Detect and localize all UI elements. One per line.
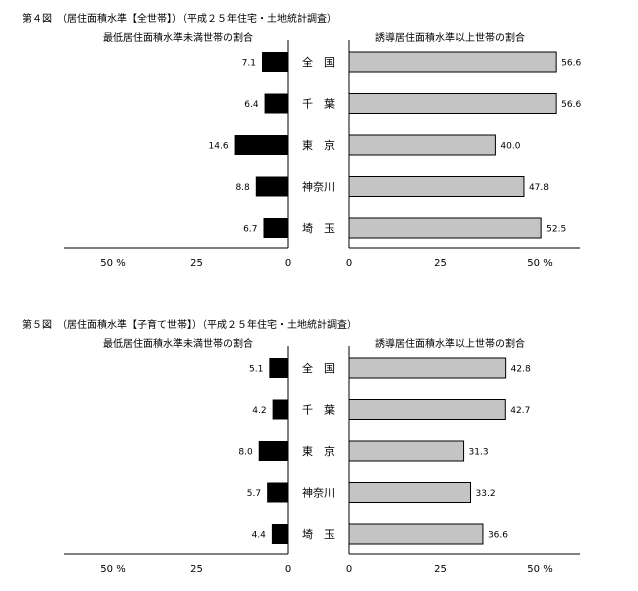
left-bar xyxy=(264,93,288,114)
right-value-label: 42.7 xyxy=(510,406,530,416)
right-value-label: 33.2 xyxy=(476,489,496,499)
right-bar xyxy=(348,357,507,379)
left-bar xyxy=(262,52,288,72)
left-bar xyxy=(271,524,288,544)
figure-4-title: 第４図 （居住面積水準【全世帯】）（平成２５年住宅・土地統計調査） xyxy=(22,14,337,25)
right-bar xyxy=(348,51,557,73)
right-bar xyxy=(348,482,472,503)
figure-4-left-title: 最低居住面積水準未満世帯の割合 xyxy=(103,33,253,44)
right-value-label: 56.6 xyxy=(561,59,581,69)
left-value-label: 8.8 xyxy=(235,183,250,193)
right-tick-label: 50 % xyxy=(527,258,552,269)
left-value-label: 7.1 xyxy=(242,59,256,69)
right-value-label: 36.6 xyxy=(488,531,508,541)
right-value-label: 40.0 xyxy=(500,142,520,152)
category-label: 千 葉 xyxy=(302,97,335,111)
category-label: 神奈川 xyxy=(302,486,335,500)
category-label: 埼 玉 xyxy=(302,527,335,541)
right-tick-label: 0 xyxy=(346,564,352,575)
figure-5: 第５図 （居住面積水準【子育て世帯】）（平成２５年住宅・土地統計調査） 最低居住… xyxy=(0,316,638,586)
right-bar xyxy=(348,523,484,545)
right-tick-label: 50 % xyxy=(527,564,552,575)
right-tick-label: 25 xyxy=(434,258,447,269)
right-bar xyxy=(348,176,525,197)
left-bar xyxy=(255,176,288,197)
left-value-label: 14.6 xyxy=(209,142,229,152)
category-label: 千 葉 xyxy=(302,403,335,417)
left-value-label: 6.4 xyxy=(244,100,259,110)
right-value-label: 31.3 xyxy=(469,448,489,458)
left-value-label: 4.4 xyxy=(252,531,267,541)
category-label: 埼 玉 xyxy=(302,221,335,235)
right-value-label: 42.8 xyxy=(511,365,531,375)
right-bar xyxy=(348,93,557,114)
category-label: 東 京 xyxy=(302,444,335,458)
category-label: 全 国 xyxy=(302,361,335,375)
left-value-label: 5.1 xyxy=(249,365,263,375)
right-tick-label: 0 xyxy=(346,258,352,269)
category-label: 東 京 xyxy=(302,138,335,152)
left-bar xyxy=(267,482,288,503)
right-bar xyxy=(348,440,465,462)
figure-5-right-title: 誘導居住面積水準以上世帯の割合 xyxy=(375,339,525,350)
figure-4-right-title: 誘導居住面積水準以上世帯の割合 xyxy=(375,33,525,44)
right-value-label: 52.5 xyxy=(546,225,566,235)
right-value-label: 47.8 xyxy=(529,183,549,193)
category-label: 全 国 xyxy=(302,55,335,69)
right-bar xyxy=(348,399,506,420)
left-value-label: 6.7 xyxy=(243,225,257,235)
left-bar xyxy=(269,358,288,378)
right-value-label: 56.6 xyxy=(561,100,581,110)
left-tick-label: 25 xyxy=(190,564,203,575)
figure-5-left-title: 最低居住面積水準未満世帯の割合 xyxy=(103,339,253,350)
right-bar xyxy=(348,217,542,239)
left-bar xyxy=(234,135,288,155)
left-bar xyxy=(258,441,288,461)
left-value-label: 8.0 xyxy=(238,448,253,458)
left-tick-label: 0 xyxy=(285,258,291,269)
left-tick-label: 50 % xyxy=(100,258,125,269)
left-value-label: 5.7 xyxy=(247,489,261,499)
left-bar xyxy=(263,218,288,238)
figure-5-chart: 5.1 42.8 全 国 4.2 42.7 千 葉 8.0 31.3 東 京 5.7 33.2 神奈川… xyxy=(64,346,580,575)
figure-4-chart: 7.1 56.6 全 国 6.4 56.6 千 葉 14.6 40.0 東 京 8.8 47.8 神奈… xyxy=(64,40,581,269)
right-bar xyxy=(348,134,496,156)
figure-5-title: 第５図 （居住面積水準【子育て世帯】）（平成２５年住宅・土地統計調査） xyxy=(22,320,357,331)
right-tick-label: 25 xyxy=(434,564,447,575)
left-tick-label: 50 % xyxy=(100,564,125,575)
left-bar xyxy=(272,399,288,420)
figure-4: 第４図 （居住面積水準【全世帯】）（平成２５年住宅・土地統計調査） 最低居住面積… xyxy=(0,10,638,280)
left-tick-label: 25 xyxy=(190,258,203,269)
left-value-label: 4.2 xyxy=(252,406,266,416)
category-label: 神奈川 xyxy=(302,180,335,194)
left-tick-label: 0 xyxy=(285,564,291,575)
